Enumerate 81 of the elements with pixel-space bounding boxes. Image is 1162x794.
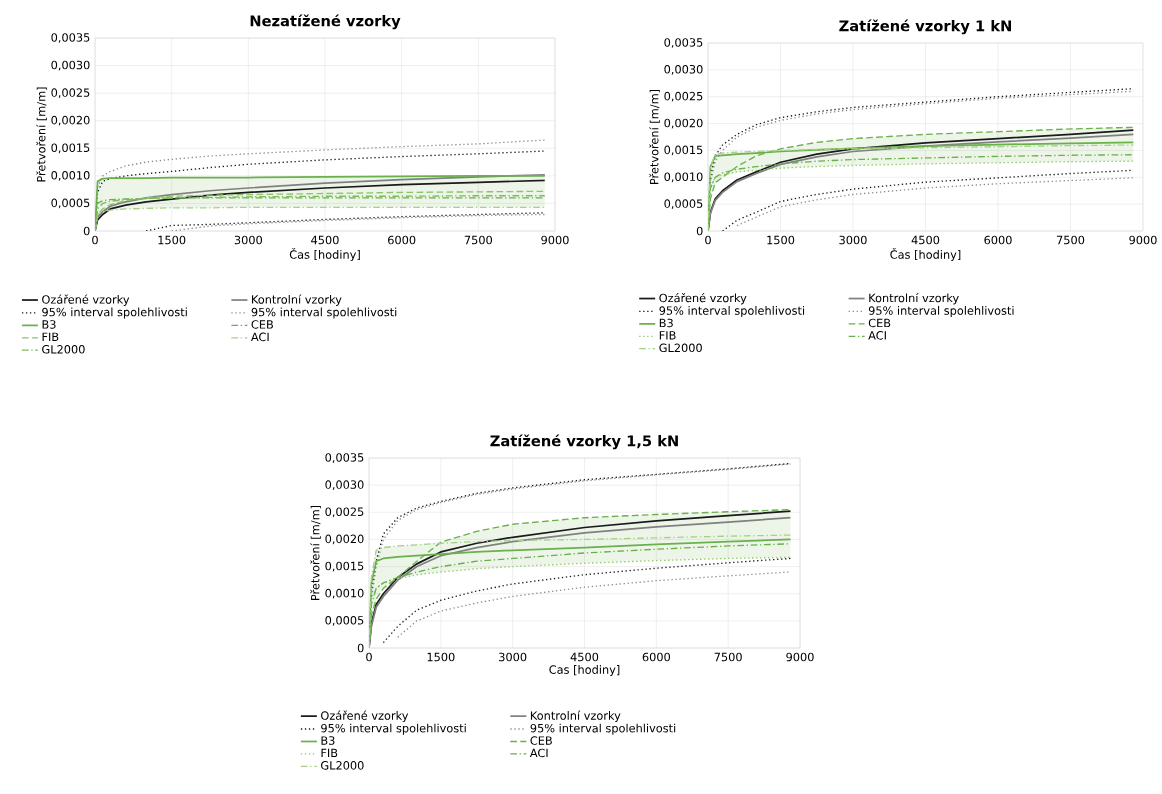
legend-label: ACI bbox=[251, 332, 269, 342]
legend-label: GL2000 bbox=[42, 345, 85, 354]
x-tick-label: 3000 bbox=[234, 235, 262, 245]
y-tick-label: 0,0010 bbox=[664, 172, 703, 183]
y-tick-label: 0,0035 bbox=[325, 453, 364, 463]
legend-label: GL2000 bbox=[321, 761, 364, 770]
y-tick-label: 0,0025 bbox=[664, 91, 703, 102]
chart-title: Zatížené vzorky 1 kN bbox=[839, 19, 1011, 35]
legend-label: FIB bbox=[42, 332, 59, 341]
x-axis-title: Cas [hodiny] bbox=[549, 665, 620, 677]
legend-label: 95% interval spolehlivosti bbox=[321, 723, 466, 735]
x-tick-label: 1500 bbox=[427, 652, 455, 662]
x-tick-label: 6000 bbox=[642, 652, 670, 662]
y-tick-label: 0,0035 bbox=[51, 33, 90, 43]
legend-label: B3 bbox=[42, 320, 56, 329]
legend-label: Kontrolní vzorky bbox=[530, 710, 621, 723]
legend-label: CEB bbox=[530, 736, 552, 745]
x-tick-label: 0 bbox=[705, 235, 711, 245]
legend-label: 95% interval spolehlivosti bbox=[530, 723, 676, 735]
legend-label: ACI bbox=[868, 331, 886, 340]
y-tick-label: 0,0030 bbox=[664, 65, 703, 75]
y-tick-label: 0,0025 bbox=[51, 88, 90, 99]
y-axis-title: Přetvoření [m/m] bbox=[36, 87, 47, 182]
y-tick-label: 0,0005 bbox=[325, 616, 364, 626]
legend-label: Kontrolní vzorky bbox=[252, 294, 342, 306]
x-axis-title: Čas [hodiny] bbox=[890, 248, 961, 261]
y-tick-label: 0 bbox=[696, 226, 703, 236]
x-tick-label: 1500 bbox=[767, 235, 795, 245]
x-tick-label: 4500 bbox=[570, 652, 599, 662]
legend-label: 95% interval spolehlivosti bbox=[251, 307, 397, 319]
y-tick-label: 0,0010 bbox=[325, 588, 364, 599]
y-tick-label: 0,0010 bbox=[51, 171, 90, 181]
x-tick-label: 6000 bbox=[388, 235, 416, 245]
y-tick-label: 0,0005 bbox=[664, 199, 703, 210]
y-tick-label: 0,0030 bbox=[51, 60, 90, 71]
legend-label: 95% interval spolehlivosti bbox=[42, 307, 187, 319]
y-tick-label: 0,0005 bbox=[51, 198, 90, 209]
x-axis-title: Čas [hodiny] bbox=[289, 248, 360, 261]
legend-label: ACI bbox=[529, 748, 548, 758]
legend-label: B3 bbox=[321, 736, 335, 745]
x-tick-label: 0 bbox=[92, 235, 98, 245]
y-tick-label: 0,0030 bbox=[325, 480, 364, 491]
legend-label: GL2000 bbox=[659, 343, 702, 353]
legend-label: Ozářené vzorky bbox=[321, 710, 409, 723]
legend-label: Kontrolní vzorky bbox=[869, 293, 959, 305]
legend-label: FIB bbox=[659, 331, 676, 340]
x-tick-label: 9000 bbox=[541, 235, 569, 245]
x-tick-label: 9000 bbox=[1129, 235, 1157, 245]
legend-label: CEB bbox=[868, 318, 891, 328]
y-axis-title: Přetvoření [m/m] bbox=[310, 505, 321, 600]
y-tick-label: 0,0035 bbox=[664, 38, 703, 48]
legend-label: B3 bbox=[659, 318, 673, 328]
y-tick-label: 0 bbox=[357, 643, 364, 653]
x-tick-label: 7500 bbox=[464, 235, 492, 245]
y-tick-label: 0,0020 bbox=[51, 115, 90, 126]
y-tick-label: 0 bbox=[83, 226, 90, 236]
x-tick-label: 3000 bbox=[499, 652, 527, 662]
chart-title: Zatížené vzorky 1,5 kN bbox=[490, 434, 678, 450]
x-tick-label: 9000 bbox=[786, 652, 814, 662]
x-tick-label: 4500 bbox=[311, 235, 339, 245]
legend-label: Ozářené vzorky bbox=[659, 293, 747, 305]
y-tick-label: 0,0015 bbox=[664, 145, 703, 156]
y-tick-label: 0,0025 bbox=[325, 507, 364, 518]
y-tick-label: 0,0020 bbox=[664, 118, 703, 129]
y-tick-label: 0,0020 bbox=[325, 534, 364, 545]
legend-label: FIB bbox=[321, 748, 338, 758]
legend-label: Ozářené vzorky bbox=[42, 294, 130, 306]
x-tick-label: 4500 bbox=[911, 235, 940, 245]
y-tick-label: 0,0015 bbox=[51, 143, 90, 154]
x-tick-label: 6000 bbox=[984, 235, 1012, 245]
x-tick-label: 3000 bbox=[839, 235, 867, 245]
legend-label: 95% interval spolehlivosti bbox=[868, 306, 1014, 318]
x-tick-label: 1500 bbox=[158, 235, 186, 245]
legend-label: CEB bbox=[251, 320, 273, 329]
y-axis-title: Přetvoření [m/m] bbox=[649, 89, 660, 184]
chart-title: Nezatížené vzorky bbox=[250, 14, 401, 30]
x-tick-label: 7500 bbox=[1057, 235, 1085, 245]
x-tick-label: 0 bbox=[366, 652, 372, 662]
legend-label: 95% interval spolehlivosti bbox=[659, 306, 805, 318]
y-tick-label: 0,0015 bbox=[325, 561, 364, 572]
x-tick-label: 7500 bbox=[714, 652, 742, 662]
